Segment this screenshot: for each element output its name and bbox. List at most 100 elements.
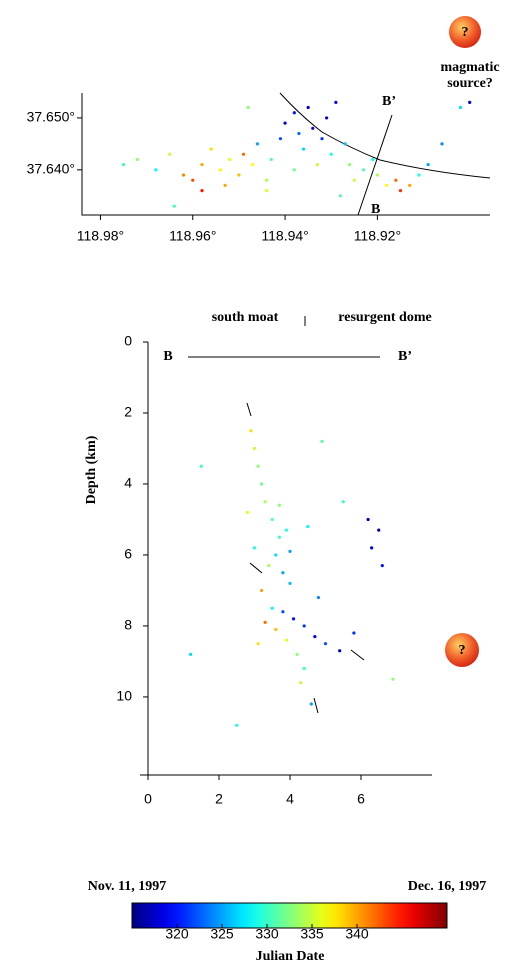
event [299, 681, 303, 685]
event [320, 439, 324, 443]
event [255, 142, 259, 146]
question-icon [445, 633, 479, 667]
event [398, 189, 403, 193]
event [306, 105, 310, 110]
event [377, 528, 381, 532]
x-tick-label: 2 [215, 791, 223, 807]
event [209, 147, 213, 151]
x-tick-label: 6 [357, 791, 365, 807]
colorbar-tick-label: 335 [300, 926, 324, 942]
event [245, 510, 249, 514]
event [265, 189, 269, 193]
event [352, 631, 356, 635]
event [323, 642, 328, 646]
event [408, 183, 412, 188]
event [252, 546, 257, 550]
event [284, 638, 289, 642]
y-tick-label: 37.650° [27, 109, 75, 125]
x-tick-label: 118.92° [354, 228, 401, 244]
colorbar: Nov. 11, 1997 Dec. 16, 1997 Julian Date … [88, 879, 487, 964]
fault-marks [246, 402, 365, 714]
event [309, 702, 313, 706]
event [200, 189, 204, 193]
colorbar-scale [131, 902, 448, 929]
colorbar-tick-label: 325 [210, 926, 234, 942]
x-tick-label: 118.94° [261, 228, 308, 244]
colorbar-tick-label: 340 [345, 926, 369, 942]
event [237, 173, 241, 177]
event [270, 517, 274, 522]
section-end-label: B [163, 349, 172, 364]
event [281, 571, 285, 575]
colorbar-start-label: Nov. 11, 1997 [88, 879, 167, 894]
colorbar-label: Julian Date [256, 949, 325, 964]
event [260, 482, 264, 486]
event [391, 677, 395, 681]
event [366, 517, 370, 522]
section-panel: south moat resurgent dome B B’ Depth (km… [84, 310, 479, 807]
event [371, 157, 375, 162]
event [246, 105, 250, 110]
event [249, 429, 253, 433]
annotation: magmatic [440, 60, 499, 75]
event [265, 178, 269, 182]
event [468, 100, 472, 104]
event [277, 535, 281, 539]
event [284, 528, 289, 532]
event [316, 595, 320, 600]
event [370, 546, 374, 550]
y-tick-label: 0 [124, 333, 132, 349]
event [348, 163, 352, 167]
event [172, 204, 176, 208]
event [341, 500, 345, 504]
map-panel: B B’ ? magmatic source? 118.98° 118.96° 11… [27, 16, 500, 244]
event [343, 142, 347, 146]
x-tick-label: 118.96° [169, 228, 216, 244]
annotation: source? [447, 76, 493, 91]
event [228, 157, 232, 162]
map-axes [81, 93, 490, 216]
event [189, 652, 193, 656]
y-axis-label: Depth (km) [84, 435, 99, 504]
event [329, 152, 333, 156]
event [135, 157, 139, 162]
event [301, 147, 306, 151]
event [288, 549, 292, 554]
event [274, 627, 278, 632]
y-tick-label: 2 [124, 404, 132, 420]
event [458, 105, 463, 110]
event [269, 157, 273, 162]
event [270, 606, 274, 610]
event [352, 178, 356, 182]
event [313, 634, 317, 639]
colorbar-tick-label: 320 [165, 926, 189, 942]
event [440, 142, 444, 146]
caldera-boundary [279, 92, 491, 179]
event [361, 168, 366, 172]
annotation: resurgent dome [338, 310, 431, 325]
y-tick-label: 37.640° [27, 161, 75, 177]
colorbar-end-label: Dec. 16, 1997 [408, 879, 487, 894]
event [281, 610, 285, 614]
event [121, 163, 126, 167]
event [277, 503, 281, 507]
event [288, 581, 292, 585]
event [191, 178, 195, 182]
event [417, 173, 421, 177]
y-tick-label: 8 [124, 617, 132, 633]
event [241, 152, 246, 156]
event [218, 168, 223, 172]
event [325, 116, 329, 120]
section-line [357, 114, 393, 216]
event [375, 173, 379, 177]
event [154, 168, 158, 172]
event [267, 563, 271, 568]
event [251, 163, 255, 167]
event [315, 163, 319, 167]
event [260, 588, 264, 593]
event [297, 131, 301, 136]
event [263, 620, 267, 624]
event [311, 126, 315, 130]
section-axes [140, 342, 432, 776]
event [302, 666, 306, 671]
